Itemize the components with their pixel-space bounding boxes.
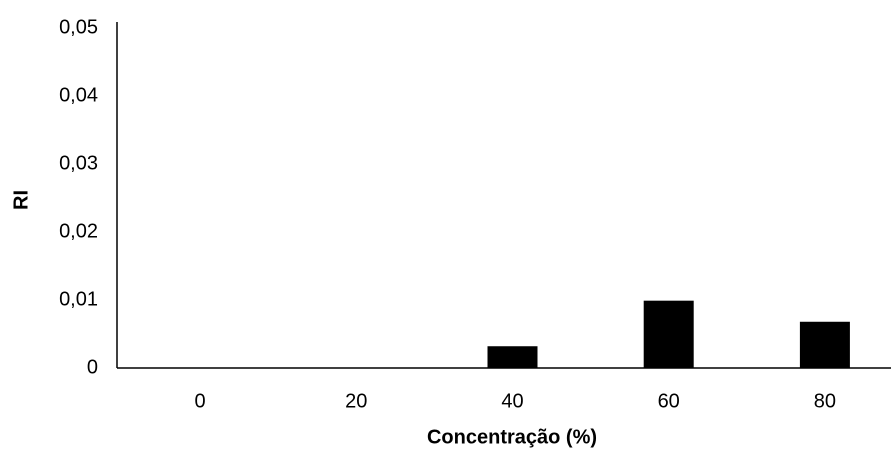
x-tick-label: 0 [195, 390, 206, 412]
bar [799, 321, 850, 368]
x-tick-label: 40 [501, 390, 523, 412]
x-tick-label: 20 [345, 390, 367, 412]
y-tick-label: 0,05 [59, 16, 98, 38]
x-tick-label: 60 [658, 390, 680, 412]
bar [487, 346, 538, 368]
y-tick-label: 0 [87, 356, 98, 378]
y-tick-label: 0,01 [59, 288, 98, 310]
y-tick-label: 0,04 [59, 84, 98, 106]
y-tick-label: 0,03 [59, 152, 98, 174]
x-axis-title: Concentração (%) [427, 426, 597, 448]
y-axis-title: RI [10, 190, 32, 210]
bar [643, 300, 694, 368]
y-tick-label: 0,02 [59, 220, 98, 242]
x-tick-label: 80 [814, 390, 836, 412]
